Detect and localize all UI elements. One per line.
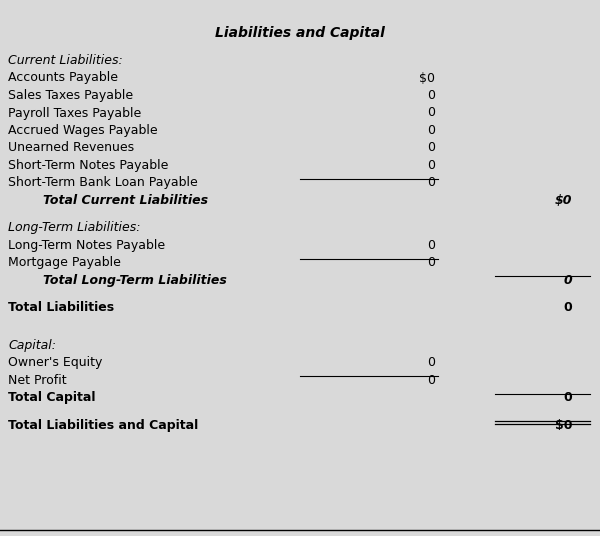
Text: 0: 0 <box>563 391 572 405</box>
Text: 0: 0 <box>427 159 435 172</box>
Text: Owner's Equity: Owner's Equity <box>8 356 103 369</box>
Text: 0: 0 <box>427 356 435 369</box>
Text: Total Current Liabilities: Total Current Liabilities <box>8 194 208 207</box>
Text: 0: 0 <box>427 176 435 190</box>
Text: 0: 0 <box>427 374 435 387</box>
Text: Liabilities and Capital: Liabilities and Capital <box>215 26 385 40</box>
Text: Payroll Taxes Payable: Payroll Taxes Payable <box>8 107 141 120</box>
Text: Long-Term Notes Payable: Long-Term Notes Payable <box>8 239 165 252</box>
Text: Total Capital: Total Capital <box>8 391 95 405</box>
Text: Short-Term Notes Payable: Short-Term Notes Payable <box>8 159 169 172</box>
Text: $0: $0 <box>419 71 435 85</box>
Text: Total Long-Term Liabilities: Total Long-Term Liabilities <box>8 274 227 287</box>
Text: Accounts Payable: Accounts Payable <box>8 71 118 85</box>
Text: Total Liabilities: Total Liabilities <box>8 301 114 315</box>
Text: Short-Term Bank Loan Payable: Short-Term Bank Loan Payable <box>8 176 198 190</box>
Text: Capital:: Capital: <box>8 339 56 352</box>
Text: 0: 0 <box>427 142 435 154</box>
Text: Sales Taxes Payable: Sales Taxes Payable <box>8 89 133 102</box>
Text: 0: 0 <box>427 239 435 252</box>
Text: 0: 0 <box>427 89 435 102</box>
Text: Total Liabilities and Capital: Total Liabilities and Capital <box>8 419 198 432</box>
Text: 0: 0 <box>563 301 572 315</box>
Text: Current Liabilities:: Current Liabilities: <box>8 54 123 67</box>
Text: 0: 0 <box>427 107 435 120</box>
Text: Unearned Revenues: Unearned Revenues <box>8 142 134 154</box>
Text: 0: 0 <box>427 257 435 270</box>
Text: Long-Term Liabilities:: Long-Term Liabilities: <box>8 221 140 234</box>
Text: 0: 0 <box>427 124 435 137</box>
Text: Net Profit: Net Profit <box>8 374 67 387</box>
Text: Accrued Wages Payable: Accrued Wages Payable <box>8 124 158 137</box>
Text: $0: $0 <box>554 419 572 432</box>
Text: Mortgage Payable: Mortgage Payable <box>8 257 121 270</box>
Text: $0: $0 <box>554 194 572 207</box>
Text: 0: 0 <box>563 274 572 287</box>
